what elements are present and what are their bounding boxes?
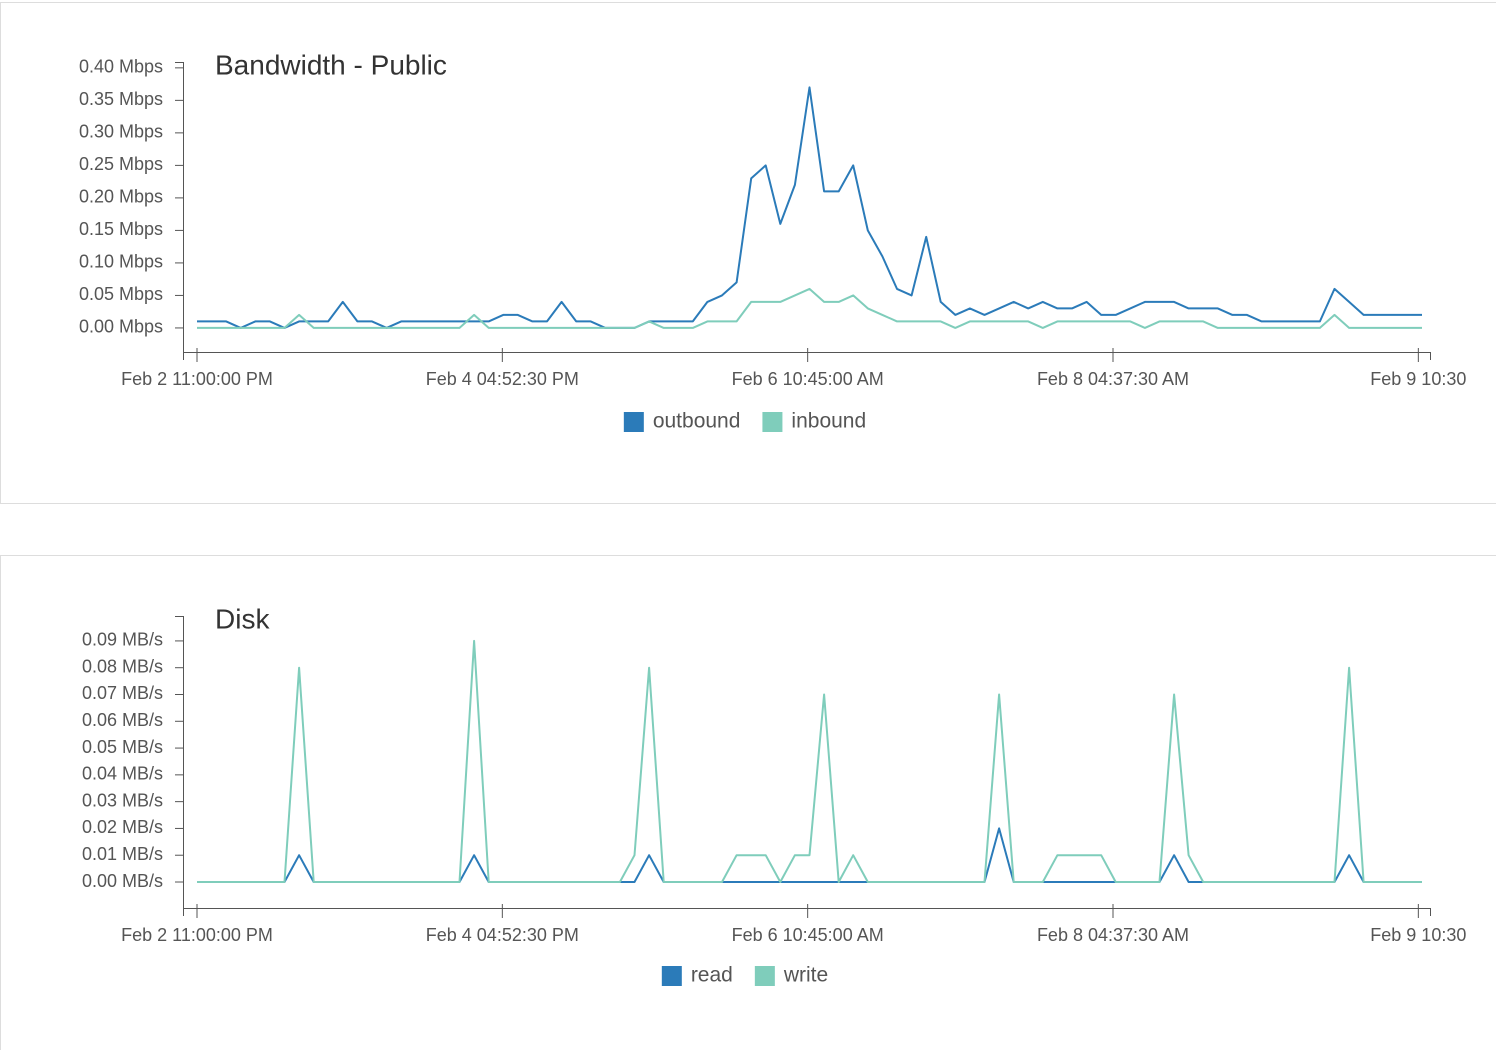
x-axis <box>183 908 1431 916</box>
x-axis <box>183 352 1431 360</box>
y-tick-label: 0.10 Mbps <box>79 252 163 272</box>
y-tick-label: 0.03 MB/s <box>82 790 163 810</box>
x-tick-label: Feb 9 10:30 <box>1370 369 1466 389</box>
y-tick-label: 0.05 MB/s <box>82 737 163 757</box>
x-tick-label: Feb 4 04:52:30 PM <box>426 369 579 389</box>
legend-label: read <box>691 964 733 987</box>
legend-swatch <box>623 412 644 432</box>
panel <box>0 555 1496 1050</box>
y-tick-label: 0.15 Mbps <box>79 219 163 239</box>
y-tick-label: 0.35 Mbps <box>79 89 163 109</box>
y-tick-label: 0.00 Mbps <box>79 317 163 337</box>
y-tick-label: 0.05 Mbps <box>79 284 163 304</box>
x-tick-label: Feb 9 10:30 <box>1370 925 1466 945</box>
x-tick-label: Feb 8 04:37:30 AM <box>1037 925 1189 945</box>
chart-title: Bandwidth - Public <box>215 49 447 80</box>
legend-swatch <box>754 966 775 986</box>
y-tick-label: 0.07 MB/s <box>82 683 163 703</box>
series-line <box>197 86 1422 329</box>
series-line <box>197 287 1422 329</box>
y-tick-label: 0.30 Mbps <box>79 122 163 142</box>
legend-label: outbound <box>653 410 741 433</box>
x-tick-label: Feb 6 10:45:00 AM <box>732 925 884 945</box>
chart-title: Disk <box>215 603 270 634</box>
x-tick-label: Feb 2 11:00:00 PM <box>121 925 273 945</box>
legend-label: inbound <box>791 410 866 433</box>
y-tick-label: 0.40 Mbps <box>79 57 163 77</box>
y-tick-label: 0.01 MB/s <box>82 844 163 864</box>
y-axis <box>175 62 184 353</box>
x-tick-label: Feb 8 04:37:30 AM <box>1037 369 1189 389</box>
series-line <box>197 639 1422 883</box>
y-tick-label: 0.25 Mbps <box>79 154 163 174</box>
y-tick-label: 0.20 Mbps <box>79 187 163 207</box>
panel <box>0 2 1496 504</box>
y-tick-label: 0.08 MB/s <box>82 656 163 676</box>
legend-swatch <box>762 412 783 432</box>
x-tick-label: Feb 6 10:45:00 AM <box>732 369 884 389</box>
y-tick-label: 0.09 MB/s <box>82 630 163 650</box>
y-tick-label: 0.04 MB/s <box>82 764 163 784</box>
x-tick-label: Feb 4 04:52:30 PM <box>426 925 579 945</box>
x-tick-label: Feb 2 11:00:00 PM <box>121 369 273 389</box>
legend-swatch <box>661 966 682 986</box>
y-tick-label: 0.02 MB/s <box>82 817 163 837</box>
y-tick-label: 0.00 MB/s <box>82 871 163 891</box>
y-tick-label: 0.06 MB/s <box>82 710 163 730</box>
legend-label: write <box>783 964 828 987</box>
y-axis <box>175 616 184 909</box>
